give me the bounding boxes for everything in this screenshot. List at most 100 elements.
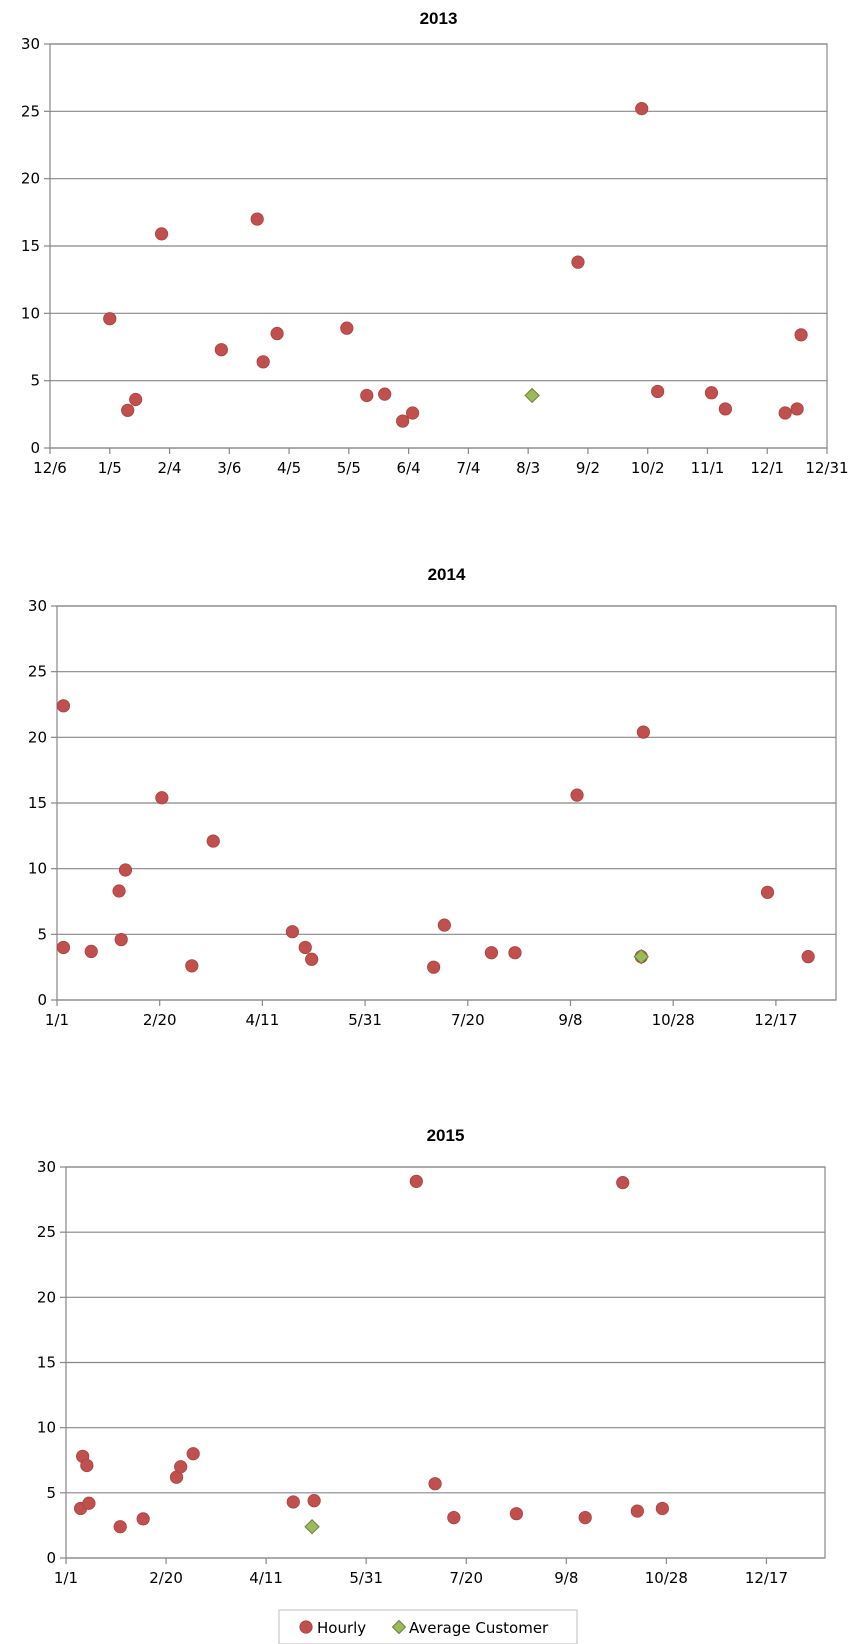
hourly-point (56, 940, 71, 955)
hourly-point (129, 392, 143, 407)
chart-2014: 2014 0 5 10 15 20 25 30 1/1 2/20 4/11 5/31 7/20 9/8 10… (28, 565, 837, 1029)
y-tick-label: 20 (37, 1288, 56, 1306)
hourly-point (305, 952, 319, 966)
hourly-point (114, 932, 128, 947)
hourly-point (509, 1507, 523, 1521)
legend: Hourly Average Customer (278, 1609, 578, 1644)
x-tick-label: 12/6 (33, 459, 67, 477)
hourly-point (155, 791, 169, 805)
y-tick-label: 0 (37, 991, 47, 1009)
y-tick-label: 15 (28, 794, 47, 812)
hourly-point (616, 1176, 630, 1190)
hourly-point (760, 885, 775, 899)
x-tick-label: 3/6 (217, 459, 241, 477)
x-tick-label: 12/1 (750, 459, 784, 477)
legend-hourly-label: Hourly (317, 1619, 366, 1637)
x-tick-label: 9/2 (576, 459, 600, 477)
hourly-point (570, 788, 584, 802)
hourly-point (185, 959, 199, 973)
x-tick-label: 1/5 (98, 459, 122, 477)
x-tick-label: 7/20 (451, 1011, 485, 1029)
y-tick-label: 15 (21, 237, 40, 255)
x-tick-label: 2/4 (157, 459, 181, 477)
y-tick-label: 30 (21, 35, 40, 53)
y-tick-label: 15 (37, 1354, 56, 1372)
hourly-point (285, 925, 300, 939)
chart-2013: 2013 0 5 10 15 20 25 30 12/6 1/5 2/4 3/6 4/5 5/5 6/4 7/… (21, 9, 849, 477)
hourly-point (427, 960, 441, 974)
hourly-point (307, 1494, 321, 1508)
y-tick-label: 5 (30, 372, 40, 390)
x-tick-label: 1/1 (45, 1011, 69, 1029)
legend-hourly-marker (299, 1620, 313, 1634)
hourly-point (447, 1510, 461, 1525)
y-tick-label: 25 (28, 663, 47, 681)
average-customer-point (304, 1519, 320, 1535)
y-tick-label: 0 (30, 439, 40, 457)
y-tick-label: 20 (21, 170, 40, 188)
hourly-point (794, 328, 808, 342)
x-tick-label: 10/2 (631, 459, 665, 477)
y-tick-label: 5 (46, 1484, 56, 1502)
hourly-point (778, 406, 792, 420)
hourly-point (428, 1477, 442, 1491)
hourly-point (636, 725, 650, 739)
y-tick-label: 10 (37, 1419, 56, 1437)
hourly-point (360, 388, 374, 403)
x-tick-label: 9/8 (554, 1569, 578, 1587)
x-tick-label: 6/4 (397, 459, 421, 477)
hourly-point (405, 406, 420, 420)
hourly-point (186, 1447, 200, 1461)
hourly-point (298, 940, 312, 955)
hourly-point (396, 414, 410, 428)
hourly-point (578, 1510, 592, 1525)
hourly-point (508, 946, 522, 960)
average-customer-point (524, 387, 540, 404)
hourly-point (801, 950, 815, 964)
y-tick-label: 30 (28, 597, 47, 615)
hourly-point (437, 918, 451, 932)
hourly-point (121, 403, 135, 417)
x-tick-label: 12/17 (754, 1011, 797, 1029)
x-tick-label: 5/5 (337, 459, 361, 477)
x-tick-label: 7/4 (456, 459, 480, 477)
y-tick-label: 25 (37, 1223, 56, 1241)
hourly-point (103, 312, 117, 326)
hourly-point (82, 1496, 96, 1510)
hourly-point (214, 343, 228, 357)
x-tick-label: 4/11 (246, 1011, 280, 1029)
hourly-point (571, 255, 585, 269)
x-tick-label: 10/28 (645, 1569, 688, 1587)
hourly-point (270, 326, 284, 341)
y-tick-label: 30 (37, 1158, 56, 1176)
hourly-point (286, 1495, 300, 1509)
hourly-point (651, 384, 665, 399)
x-tick-label: 8/3 (516, 459, 540, 477)
hourly-point (206, 834, 220, 848)
x-tick-label: 12/17 (745, 1569, 788, 1587)
y-tick-label: 25 (21, 102, 40, 120)
y-tick-label: 10 (21, 304, 40, 322)
y-tick-label: 10 (28, 860, 47, 878)
x-tick-label: 1/1 (54, 1569, 78, 1587)
chart-2015: 2015 0 5 10 15 20 25 30 1/1 2/20 4/11 5/31 7/20 9/8 10… (37, 1126, 826, 1587)
x-tick-label: 4/5 (277, 459, 301, 477)
y-tick-label: 0 (46, 1549, 56, 1567)
hourly-point (718, 402, 732, 416)
legend-average-marker (391, 1619, 407, 1635)
hourly-point (112, 884, 126, 898)
hourly-point (655, 1501, 669, 1516)
legend-box (278, 1609, 578, 1644)
x-tick-label: 10/28 (652, 1011, 695, 1029)
x-tick-label: 9/8 (558, 1011, 582, 1029)
hourly-point (484, 946, 499, 960)
hourly-point (174, 1460, 188, 1474)
x-tick-label: 5/31 (349, 1569, 383, 1587)
x-tick-label: 11/1 (691, 459, 725, 477)
hourly-point (118, 863, 133, 877)
x-tick-label: 5/31 (348, 1011, 382, 1029)
hourly-point (378, 387, 392, 401)
hourly-point (84, 944, 98, 959)
hourly-point (80, 1458, 94, 1473)
